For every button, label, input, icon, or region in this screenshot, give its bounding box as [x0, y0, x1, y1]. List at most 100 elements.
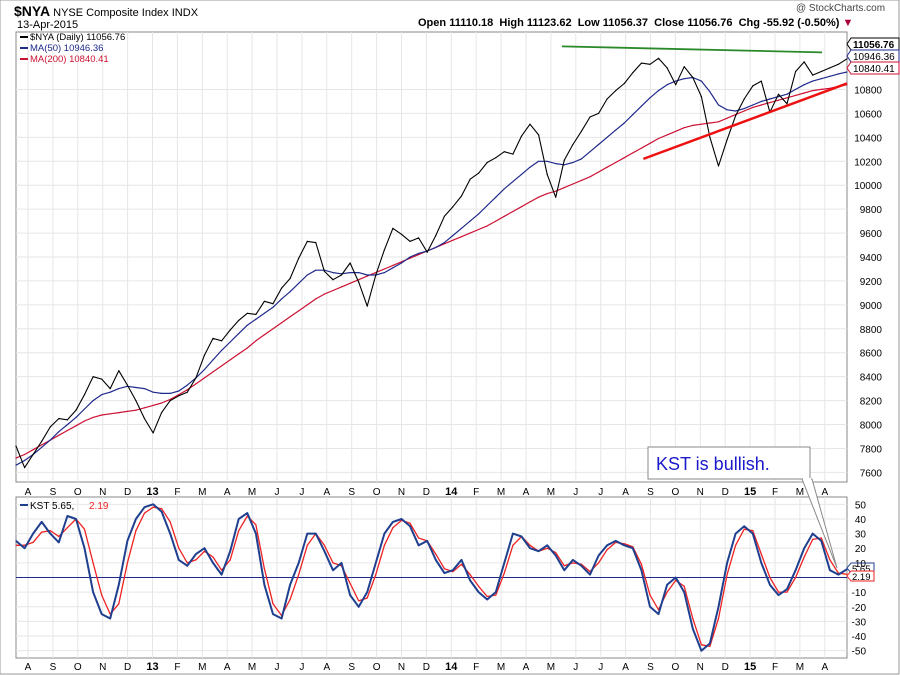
price-price-point: [272, 303, 274, 305]
price-price-point: [726, 139, 728, 141]
kst-x-tick-label: D: [722, 662, 729, 673]
kst-kst-point: [563, 569, 565, 571]
kst-kst-point: [332, 569, 334, 571]
kst-kst-point: [546, 544, 548, 546]
price-price-line: [15, 57, 848, 469]
price-ma50-point: [152, 391, 154, 393]
kst-signal-point: [169, 521, 171, 523]
price-price-point: [486, 161, 488, 164]
kst-kst-point: [203, 547, 206, 549]
price-x-tick-label: M: [248, 487, 256, 498]
price-ma200-point: [795, 94, 797, 96]
price-ma200-point: [349, 282, 351, 284]
price-price-point: [101, 378, 103, 380]
price-ma200-point: [366, 275, 368, 277]
kst-kst-point: [323, 550, 325, 552]
price-ma200-point: [538, 196, 540, 198]
kst-signal-legend-label: 2.19: [89, 501, 109, 512]
price-price-point: [238, 319, 240, 321]
kst-x-tick-label: S: [50, 662, 57, 673]
price-price-point: [298, 257, 300, 259]
price-ma200-point: [460, 236, 463, 238]
price-ma50-point: [572, 161, 574, 164]
price-ma200-point: [572, 183, 574, 185]
price-price-point: [623, 82, 625, 85]
price-price-point: [529, 123, 531, 125]
price-ma50-point: [349, 272, 351, 274]
price-ma50-point: [795, 88, 797, 90]
price-ma200-point: [315, 298, 317, 300]
price-ma200-point: [238, 353, 240, 355]
price-price-point: [846, 58, 848, 60]
price-price-point: [281, 287, 283, 289]
price-ma200-point: [495, 220, 497, 222]
price-ma200-point: [632, 152, 634, 154]
price-price-point: [555, 196, 557, 198]
kst-signal-point: [298, 574, 300, 576]
price-price-point: [332, 279, 334, 281]
price-price-point: [572, 143, 574, 146]
price-ma200-point: [221, 365, 223, 367]
price-value-tag-label: 10840.41: [853, 64, 895, 75]
price-price-point: [640, 62, 643, 64]
kst-signal-point: [409, 522, 411, 524]
kst-kst-point: [640, 569, 643, 571]
kst-x-tick-label: S: [647, 662, 654, 673]
price-ma50-point: [75, 416, 77, 418]
price-ma50-point: [666, 84, 668, 86]
kst-signal-point: [221, 569, 223, 571]
price-ma50-point: [169, 392, 171, 394]
price-ma50-point: [726, 109, 728, 111]
price-price-point: [178, 395, 180, 397]
kst-signal-point: [263, 568, 265, 570]
kst-signal-point: [24, 544, 26, 546]
kst-signal-point: [41, 531, 43, 533]
price-ma200-point: [289, 316, 291, 318]
price-price-point: [246, 312, 248, 314]
kst-signal-point: [640, 563, 643, 565]
kst-kst-point: [700, 650, 703, 652]
kst-kst-point: [298, 562, 300, 564]
kst-kst-point: [229, 550, 231, 552]
price-price-point: [538, 134, 540, 136]
price-price-point: [469, 178, 471, 180]
price-ma50-point: [238, 333, 240, 335]
kst-kst-point: [178, 559, 180, 561]
kst-kst-point: [675, 576, 677, 579]
price-y-tick-label: 9200: [860, 277, 883, 288]
kst-y-tick-label: -30: [852, 617, 867, 628]
price-y-tick-label: 10800: [854, 85, 882, 96]
price-price-point: [135, 400, 137, 402]
kst-signal-point: [58, 535, 60, 538]
price-x-tick-label: S: [50, 487, 57, 498]
price-price-point: [212, 337, 214, 339]
price-price-point: [83, 394, 86, 396]
price-ma200-point: [743, 110, 745, 112]
kst-signal-point: [769, 576, 771, 579]
callout-text: KST is bullish.: [656, 454, 770, 474]
kst-signal-point: [606, 549, 608, 551]
kst-kst-point: [255, 533, 257, 535]
kst-x-tick-label: N: [697, 662, 704, 673]
ohlc-readout: Open 11110.18 High 11123.62 Low 11056.37…: [418, 17, 853, 29]
price-x-tick-label: S: [647, 487, 654, 498]
price-ma200-point: [272, 328, 274, 330]
price-ma50-point: [812, 80, 814, 82]
price-ma200-point: [203, 377, 206, 379]
chg-value: -55.92 (-0.50%): [763, 17, 840, 29]
kst-signal-point: [820, 537, 822, 539]
kst-kst-point: [75, 518, 77, 520]
price-x-tick-label: N: [398, 487, 405, 498]
kst-kst-point: [340, 562, 343, 564]
kst-signal-point: [66, 527, 68, 529]
price-ma50-point: [281, 298, 283, 300]
kst-signal-point: [486, 595, 488, 598]
price-ma200-point: [520, 206, 523, 208]
price-price-point: [580, 130, 583, 132]
price-price-point: [743, 98, 745, 100]
price-ma200-point: [700, 123, 703, 125]
kst-kst-point: [555, 554, 557, 557]
kst-signal-point: [529, 544, 531, 546]
kst-value-tag-label: 2.19: [852, 572, 871, 583]
kst-signal-point: [358, 600, 360, 602]
